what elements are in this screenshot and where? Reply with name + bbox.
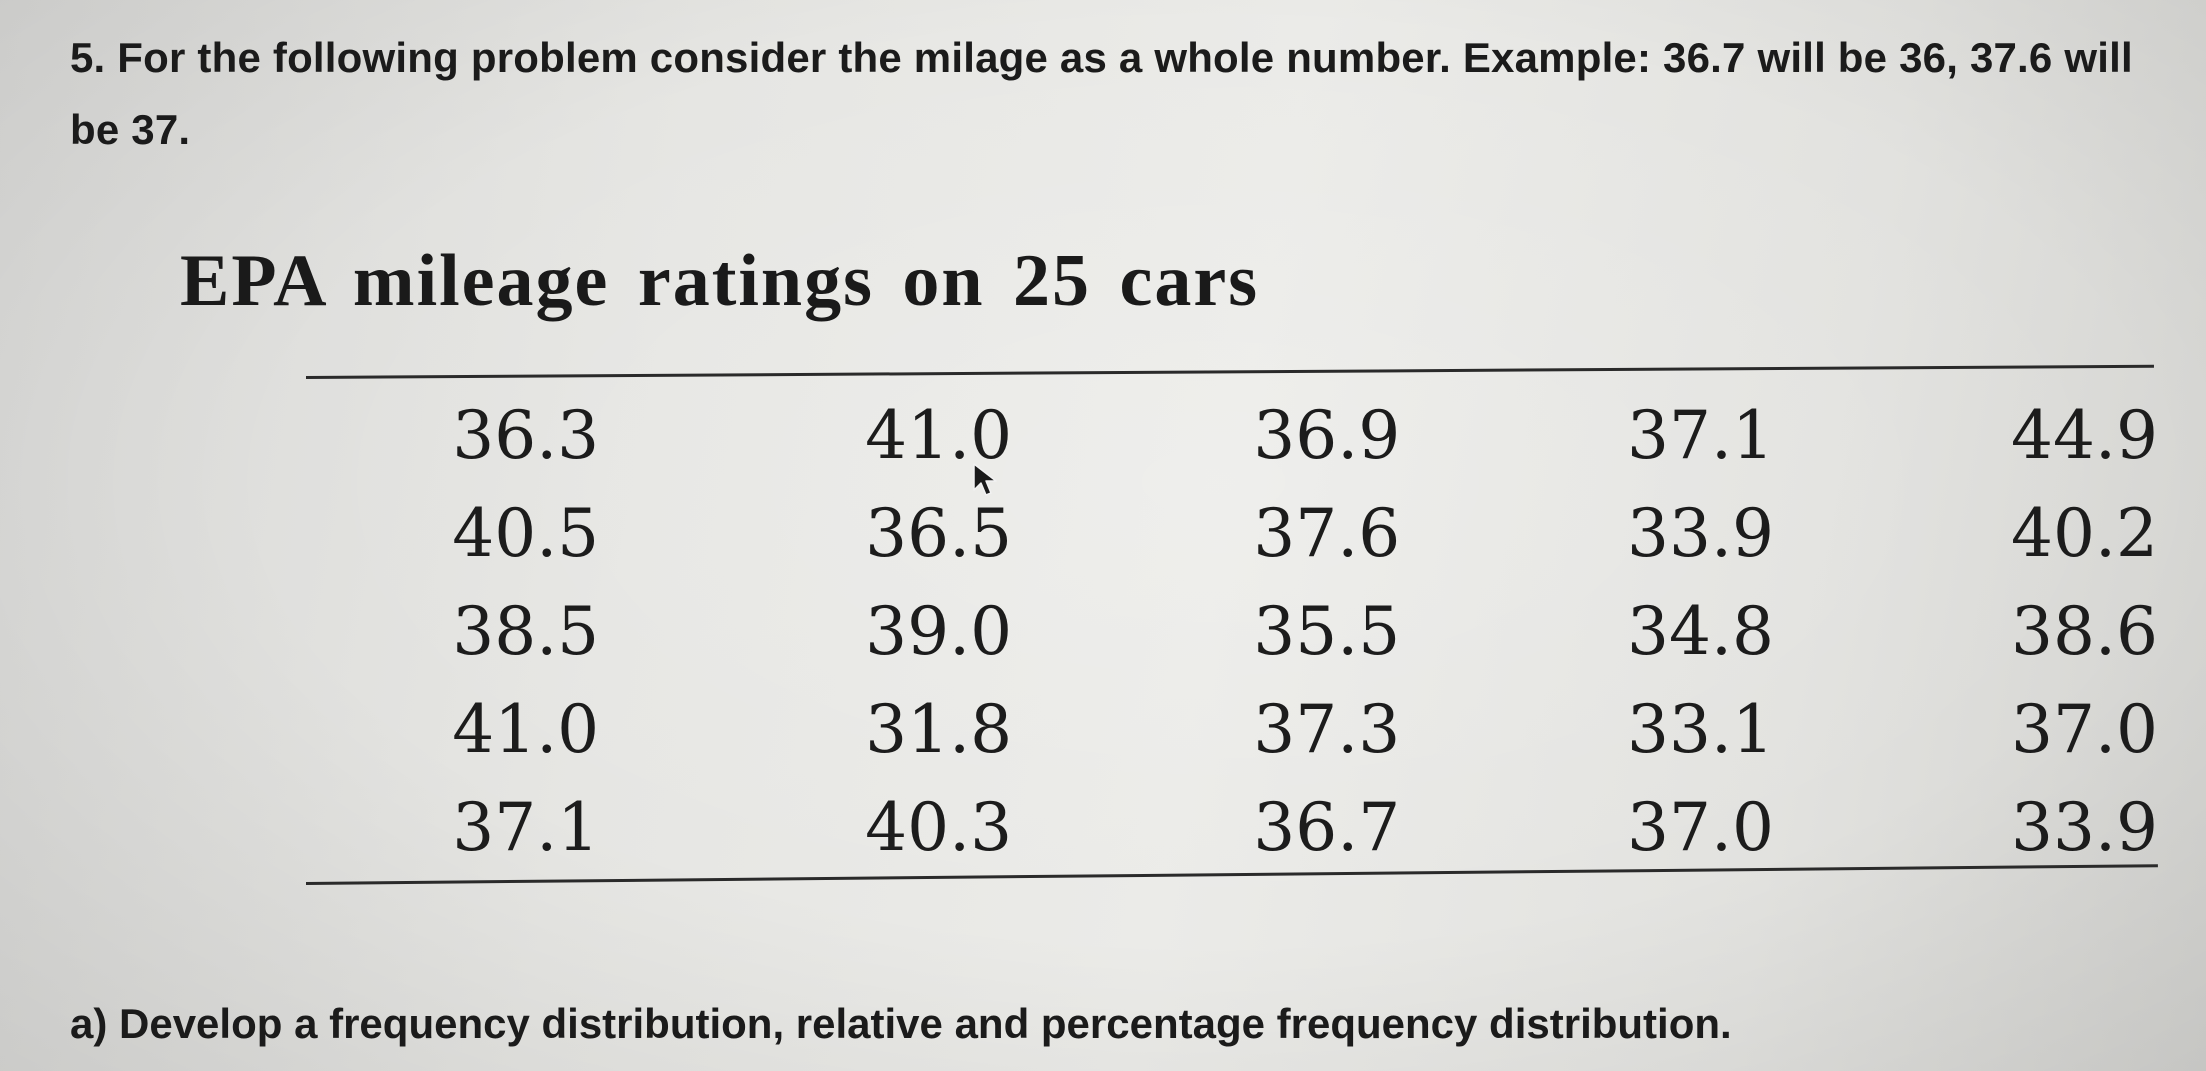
table-cell: 41.0 <box>865 396 1013 474</box>
table-cell: 31.8 <box>865 690 1013 768</box>
table-cell: 39.0 <box>865 592 1013 670</box>
table-cell: 44.9 <box>2011 396 2158 474</box>
table-cell: 37.3 <box>1253 690 1401 768</box>
table-cell: 37.0 <box>2011 690 2158 768</box>
table-cell: 36.3 <box>452 396 600 474</box>
table-cell: 40.2 <box>2011 494 2158 572</box>
table-top-rule <box>305 364 2154 379</box>
table-cell: 36.7 <box>1253 788 1401 866</box>
table-cell: 37.1 <box>1626 396 1774 474</box>
table-row: 41.0 31.8 37.3 33.1 37.0 <box>306 680 2158 778</box>
mileage-table: 36.3 41.0 36.9 37.1 44.9 40.5 36.5 37.6 … <box>306 386 2158 876</box>
table-cell: 34.8 <box>1626 592 1774 670</box>
table-cell: 38.5 <box>452 592 600 670</box>
table-cell: 35.5 <box>1253 592 1401 670</box>
table-row: 37.1 40.3 36.7 37.0 33.9 <box>306 778 2158 876</box>
table-row: 40.5 36.5 37.6 33.9 40.2 <box>306 484 2158 582</box>
table-cell: 33.9 <box>2011 788 2158 866</box>
table-cell: 36.5 <box>865 494 1013 572</box>
table-cell: 33.1 <box>1626 690 1774 768</box>
table-row: 36.3 41.0 36.9 37.1 44.9 <box>306 386 2158 484</box>
question-a: a) Develop a frequency distribution, rel… <box>70 1000 1732 1047</box>
table-cell: 37.6 <box>1253 494 1401 572</box>
table-cell: 40.3 <box>865 788 1013 866</box>
problem-statement: 5. For the following problem consider th… <box>70 34 2133 153</box>
table-cell: 33.9 <box>1626 494 1774 572</box>
table-cell: 36.9 <box>1253 396 1401 474</box>
mouse-pointer-icon <box>973 463 997 496</box>
table-row: 38.5 39.0 35.5 34.8 38.6 <box>306 582 2158 680</box>
table-cell: 37.0 <box>1626 788 1774 866</box>
table-cell: 37.1 <box>452 788 600 866</box>
table-cell: 40.5 <box>452 494 600 572</box>
table-cell: 41.0 <box>452 690 600 768</box>
table-cell: 38.6 <box>2011 592 2158 670</box>
table-title: EPA mileage ratings on 25 cars <box>180 240 1260 322</box>
